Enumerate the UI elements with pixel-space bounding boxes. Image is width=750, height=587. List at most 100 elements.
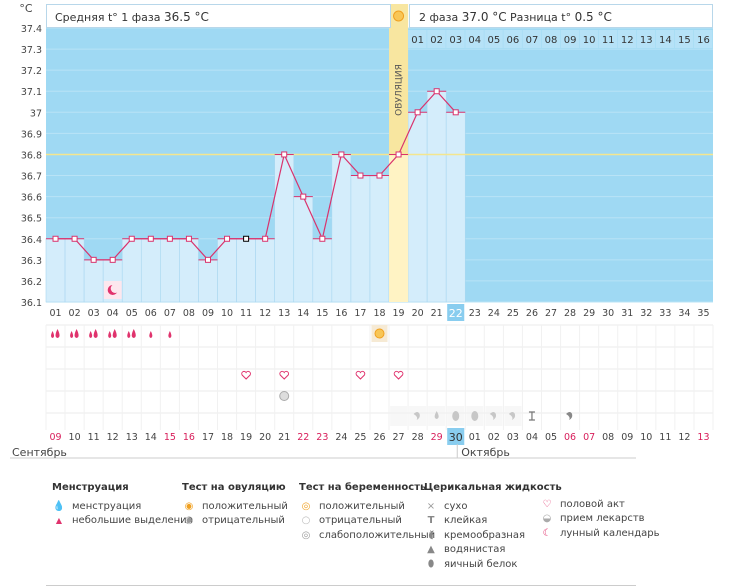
calendar-date: 14 — [145, 432, 157, 443]
sticky-icon: T — [427, 515, 435, 527]
calendar-date: 11 — [659, 432, 671, 443]
cycle-day-number: 27 — [545, 308, 557, 319]
calendar-date: 11 — [88, 432, 100, 443]
legend-ovulation-title: Тест на овуляцию — [182, 482, 286, 493]
watery-icon: ▲ — [427, 544, 435, 556]
cycle-day-number: 12 — [259, 308, 271, 319]
temperature-point — [109, 256, 116, 263]
temperature-point — [452, 109, 459, 116]
temperature-point — [204, 256, 211, 263]
y-tick-label: 37 — [30, 108, 42, 119]
temperature-point — [147, 235, 154, 242]
temperature-point — [433, 88, 440, 95]
cycle-day-number: 28 — [564, 308, 576, 319]
legend-item: отрицательный — [202, 515, 285, 527]
calendar-date: 23 — [316, 432, 328, 443]
cycle-day-number: 34 — [678, 308, 690, 319]
cycle-day-number: 23 — [469, 308, 481, 319]
phase2-summary: 2 фаза 37.0 °C Разница t° 0.5 °C — [409, 4, 713, 28]
temp-bar — [369, 175, 390, 303]
creamy-icon — [566, 412, 573, 420]
calendar-date: 29 — [431, 432, 443, 443]
temp-bar — [350, 175, 371, 303]
y-tick-label: 37.1 — [21, 87, 42, 98]
phase1-label: Средняя t° 1 фаза — [55, 11, 161, 24]
phase2-day-cell — [503, 30, 522, 48]
phase2-day-number: 07 — [526, 35, 539, 46]
cervical-cell — [447, 406, 465, 426]
cycle-day-number: 19 — [393, 308, 405, 319]
heart-icon: ♡ — [542, 498, 552, 510]
y-tick-label: 36.7 — [21, 172, 42, 183]
cervical-cell — [428, 406, 446, 426]
y-axis-unit: °C — [19, 2, 33, 15]
calendar-date: 20 — [259, 432, 271, 443]
temperature-point — [338, 151, 345, 158]
phase2-value: 37.0 °C — [461, 10, 507, 24]
calendar-date: 28 — [412, 432, 424, 443]
phase2-day-number: 05 — [487, 35, 500, 46]
heart-icon — [279, 370, 290, 380]
legend-menstruation-title: Менструация — [52, 482, 129, 493]
calendar-date: 18 — [221, 432, 233, 443]
cycle-day-row — [46, 304, 713, 324]
legend-item: отрицательный — [319, 515, 402, 527]
legend-item: яичный белок — [444, 558, 518, 570]
cycle-day-number: 31 — [621, 308, 633, 319]
temperature-point — [71, 235, 78, 242]
heart-icon — [393, 370, 404, 380]
phase2-day-number: 01 — [411, 35, 424, 46]
legend-item: небольшие выделения — [72, 515, 193, 527]
phase2-day-cell — [408, 30, 427, 48]
calendar-date: 01 — [469, 432, 481, 443]
cycle-day-number: 16 — [335, 308, 347, 319]
diff-value: 0.5 °C — [574, 10, 612, 24]
phase2-day-number: 03 — [449, 35, 462, 46]
temp-bar — [407, 112, 428, 303]
calendar-date: 26 — [373, 432, 385, 443]
temp-bar — [331, 154, 352, 303]
calendar-date: 08 — [602, 432, 614, 443]
pill-icon: ◒ — [542, 513, 552, 525]
cycle-day-number: 07 — [164, 308, 176, 319]
y-tick-label: 36.6 — [21, 193, 42, 204]
temp-bar — [160, 238, 180, 303]
cycle-day-number: 01 — [49, 308, 61, 319]
cycle-day-number: 11 — [240, 308, 252, 319]
phase2-day-cell — [560, 30, 580, 48]
phase2-day-number: 15 — [678, 35, 691, 46]
cycle-day-number: 05 — [126, 308, 138, 319]
temp-bar — [426, 90, 447, 303]
menstruation-drops-icon — [108, 331, 112, 338]
phase2-day-number: 11 — [602, 35, 615, 46]
calendar-date: 06 — [564, 432, 576, 443]
today-date-highlight — [447, 428, 465, 445]
legend-item: положительный — [319, 500, 405, 512]
legend-item: водянистая — [444, 544, 506, 556]
calendar-date: 07 — [583, 432, 595, 443]
cycle-day-number: 22 — [449, 307, 463, 320]
legend-item: клейкая — [444, 515, 488, 527]
pill-icon — [279, 391, 290, 401]
legend-pregnancy-title: Тест на беременность — [299, 482, 427, 493]
calendar-date: 10 — [640, 432, 652, 443]
temperature-point — [395, 151, 402, 158]
calendar-date: 27 — [393, 432, 405, 443]
calendar-date: 09 — [621, 432, 633, 443]
calendar-date: 03 — [507, 432, 519, 443]
temp-bar — [179, 238, 199, 303]
cervical-cell — [390, 406, 408, 426]
temperature-point — [281, 151, 288, 158]
y-tick-label: 37.2 — [21, 66, 42, 77]
menstruation-drops-icon — [93, 329, 98, 338]
calendar-date: 25 — [354, 432, 366, 443]
calendar-date: 16 — [183, 432, 195, 443]
calendar-date: 13 — [697, 432, 709, 443]
temp-bar — [45, 238, 66, 303]
cycle-day-number: 09 — [202, 308, 214, 319]
y-tick-label: 36.8 — [21, 150, 42, 161]
sticky-icon — [528, 411, 535, 421]
sun-negative-icon: ◉ — [184, 515, 194, 527]
legend-ovulation-test: Тест на овуляцию ◉ положительный ◉ отрицат… — [182, 482, 288, 528]
cervical-cell — [485, 406, 503, 426]
